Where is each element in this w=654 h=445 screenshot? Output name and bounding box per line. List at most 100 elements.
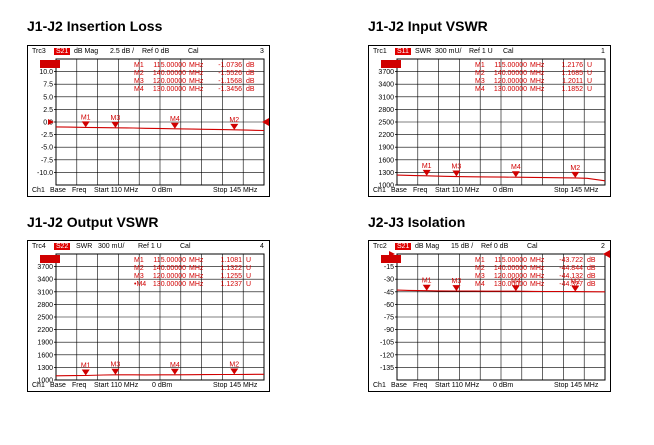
- panel-title: J1-J2 Input VSWR: [368, 18, 488, 34]
- marker-label: M4: [511, 164, 521, 171]
- marker-readout: U: [246, 273, 251, 280]
- y-tick-label: -15: [384, 264, 394, 271]
- y-tick-label: -120: [380, 352, 394, 359]
- y-tick-label: 3100: [378, 94, 394, 101]
- marker-readout: 115.00000: [153, 62, 186, 69]
- marker-readout: U: [587, 62, 592, 69]
- marker-label: M1: [422, 278, 432, 285]
- marker-label: M2: [570, 165, 580, 172]
- y-tick-label: -60: [384, 302, 394, 309]
- marker-triangle-icon: [230, 123, 239, 130]
- marker-label: M1: [81, 362, 91, 369]
- marker-label: M3: [111, 362, 121, 369]
- power-level: 0 dBm: [493, 187, 514, 194]
- marker-readout: MHz: [189, 265, 204, 272]
- trace-id: Trc3: [32, 48, 46, 55]
- trace-plot: 3700 3400 3100 2800 2500 2200 1900 1600 1300 1000…: [378, 58, 606, 190]
- y-tick-label: -90: [384, 327, 394, 334]
- marker-readout: MHz: [189, 257, 204, 264]
- y-tick-label: -45: [384, 289, 394, 296]
- y-tick-label: 1000: [378, 183, 394, 190]
- marker-readout: U: [587, 86, 592, 93]
- trace-line: [55, 373, 265, 377]
- marker-readout: -44.844: [559, 265, 583, 272]
- reference-label: Ref 0 dB: [481, 243, 509, 250]
- channel-label: Ch1: [373, 187, 386, 194]
- y-tick-label: 3700: [378, 69, 394, 76]
- marker-label: M2: [570, 279, 580, 286]
- marker-readout: 140.00000: [494, 70, 527, 77]
- marker-readout: M3: [134, 78, 144, 85]
- marker-readout: 120.00000: [494, 78, 527, 85]
- channel-label: Ch1: [373, 382, 386, 389]
- marker-readout: MHz: [189, 78, 204, 85]
- marker-triangle-icon: [422, 284, 431, 291]
- marker-readout: U: [246, 265, 251, 272]
- y-tick-label: 2800: [378, 107, 394, 114]
- marker-triangle-icon: [230, 368, 239, 375]
- marker-triangle-icon: [111, 121, 120, 128]
- y-tick-label: 1600: [378, 157, 394, 164]
- trace-number: 4: [260, 243, 264, 250]
- marker-readout: 120.00000: [153, 78, 186, 85]
- base-label: Base: [391, 382, 407, 389]
- marker-readout: 115.00000: [494, 62, 527, 69]
- marker-readout: M2: [475, 265, 485, 272]
- trace-badge-icon: [381, 255, 401, 263]
- y-tick-label: 10.0: [39, 69, 53, 76]
- marker-label: M3: [452, 164, 462, 171]
- analyzer-screen: Trc3 S21 dB Mag 2.5 dB / Ref 0 dB Cal 3 …: [27, 45, 270, 197]
- start-frequency: Start 110 MHz: [94, 187, 139, 194]
- panel-title: J2-J3 Isolation: [368, 214, 466, 230]
- start-frequency: Start 110 MHz: [94, 382, 139, 389]
- y-tick-label: 3400: [37, 277, 53, 284]
- power-level: 0 dBm: [152, 382, 173, 389]
- marker-readout: M1: [475, 257, 485, 264]
- y-tick-label: -135: [380, 365, 394, 372]
- reference-marker-icon: [603, 250, 610, 258]
- cal-label: Cal: [180, 243, 191, 250]
- y-tick-label: 2200: [378, 132, 394, 139]
- marker-readout: dB: [246, 62, 255, 69]
- reference-level-arrow-icon: [48, 119, 54, 125]
- cal-label: Cal: [188, 48, 199, 55]
- s-parameter-badge: S22: [54, 243, 71, 250]
- marker-readout: M1: [134, 257, 144, 264]
- marker-readout: dB: [587, 265, 596, 272]
- marker-readout: dB: [246, 78, 255, 85]
- marker-readout: U: [246, 281, 251, 288]
- y-tick-label: 7.5: [43, 82, 53, 89]
- format-label: dB Mag: [74, 48, 99, 55]
- marker-readout: 115.00000: [153, 257, 186, 264]
- y-tick-label: -75: [384, 315, 394, 322]
- marker-triangle-icon: [81, 121, 90, 128]
- marker-readout: 1.1255: [221, 273, 243, 280]
- marker-readout: M3: [134, 273, 144, 280]
- marker-readout: M4: [134, 86, 144, 93]
- marker-triangle-icon: [452, 285, 461, 292]
- y-tick-label: 1300: [378, 170, 394, 177]
- y-tick-label: 1300: [37, 365, 53, 372]
- trace-line: [396, 174, 606, 182]
- channel-label: Ch1: [32, 382, 45, 389]
- y-tick-label: 2500: [378, 120, 394, 127]
- marker-readout: MHz: [530, 281, 545, 288]
- marker-readout: 1.2176: [562, 62, 584, 69]
- channel-footer: Ch1 Base Freq Start 110 MHz 0 dBm Stop 1…: [28, 186, 269, 196]
- marker-readout: -44.132: [559, 273, 583, 280]
- analyzer-screen: Trc4 S22 SWR 300 mU/ Ref 1 U Cal 4 3700 3…: [27, 240, 270, 392]
- marker-readout: 1.1852: [562, 86, 584, 93]
- y-tick-label: -10.0: [37, 170, 53, 177]
- trace-number: 3: [260, 48, 264, 55]
- stop-frequency: Stop 145 MHz: [213, 187, 258, 194]
- power-level: 0 dBm: [493, 382, 514, 389]
- analyzer-screen: Trc1 S11 SWR 300 mU/ Ref 1 U Cal 1 3700 3…: [368, 45, 611, 197]
- s-parameter-badge: S11: [395, 48, 411, 55]
- marker-readout: 1.1685: [562, 70, 584, 77]
- channel-footer: Ch1 Base Freq Start 110 MHz 0 dBm Stop 1…: [369, 186, 610, 196]
- base-label: Base: [50, 382, 66, 389]
- marker-triangle-icon: [81, 369, 90, 376]
- y-tick-label: 1900: [37, 340, 53, 347]
- base-label: Base: [50, 187, 66, 194]
- reference-label: Ref 1 U: [138, 243, 162, 250]
